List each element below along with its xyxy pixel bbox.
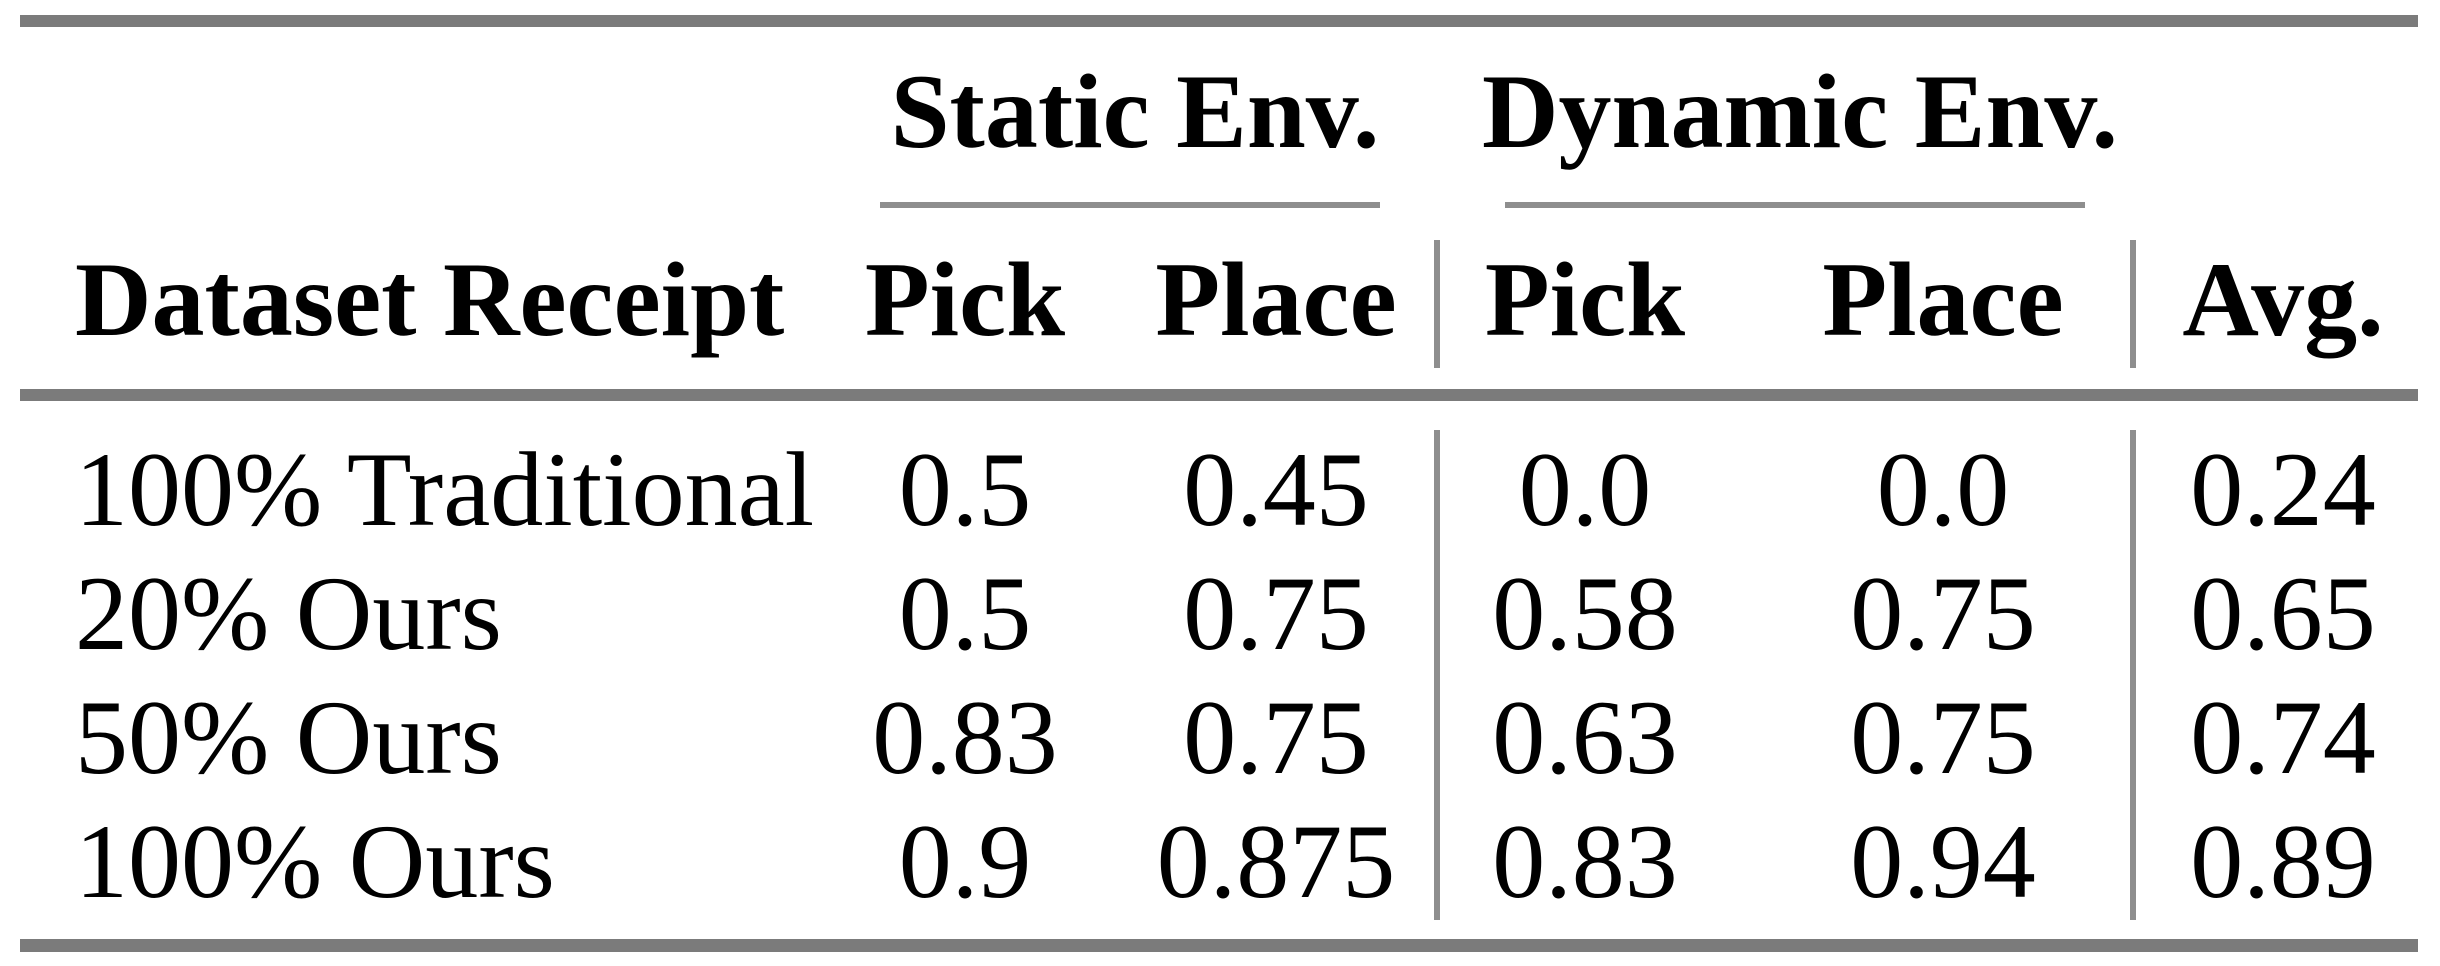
- table-bottom-rule: [20, 939, 2418, 952]
- cell-dynamic-place: 0.75: [1850, 679, 2036, 796]
- table-top-rule: [20, 15, 2418, 27]
- column-header-dataset-receipt: Dataset Receipt: [75, 241, 785, 358]
- cell-dynamic-pick: 0.0: [1518, 431, 1652, 548]
- row-label: 20% Ours: [75, 555, 502, 672]
- cell-static-pick: 0.9: [898, 803, 1032, 920]
- cell-static-pick: 0.5: [898, 431, 1032, 548]
- divider-static-dynamic-header: [1434, 240, 1440, 368]
- cell-dynamic-place: 0.0: [1876, 431, 2010, 548]
- cell-avg: 0.65: [2190, 555, 2376, 672]
- column-group-static-env: Static Env.: [890, 53, 1380, 170]
- table-header-rule: [20, 389, 2418, 401]
- column-header-static-pick: Pick: [864, 241, 1066, 358]
- cell-dynamic-place: 0.94: [1850, 803, 2036, 920]
- cell-static-pick: 0.83: [872, 679, 1058, 796]
- cell-static-pick: 0.5: [898, 555, 1032, 672]
- cell-static-place: 0.875: [1156, 803, 1396, 920]
- dynamic-env-cmidrule: [1505, 202, 2085, 208]
- column-header-static-place: Place: [1155, 241, 1397, 358]
- cell-static-place: 0.75: [1183, 679, 1369, 796]
- static-env-cmidrule: [880, 202, 1380, 208]
- cell-static-place: 0.75: [1183, 555, 1369, 672]
- cell-dynamic-place: 0.75: [1850, 555, 2036, 672]
- cell-static-place: 0.45: [1183, 431, 1369, 548]
- cell-avg: 0.89: [2190, 803, 2376, 920]
- cell-avg: 0.74: [2190, 679, 2376, 796]
- cell-dynamic-pick: 0.83: [1492, 803, 1678, 920]
- cell-dynamic-pick: 0.58: [1492, 555, 1678, 672]
- divider-static-dynamic-body: [1434, 430, 1440, 920]
- cell-avg: 0.24: [2190, 431, 2376, 548]
- row-label: 100% Traditional: [75, 431, 815, 548]
- cell-dynamic-pick: 0.63: [1492, 679, 1678, 796]
- row-label: 50% Ours: [75, 679, 502, 796]
- column-header-dynamic-pick: Pick: [1484, 241, 1686, 358]
- column-header-avg: Avg.: [2182, 241, 2384, 358]
- row-label: 100% Ours: [75, 803, 555, 920]
- divider-dynamic-avg-body: [2130, 430, 2136, 920]
- column-header-dynamic-place: Place: [1822, 241, 2064, 358]
- divider-dynamic-avg-header: [2130, 240, 2136, 368]
- column-group-dynamic-env: Dynamic Env.: [1481, 53, 2119, 170]
